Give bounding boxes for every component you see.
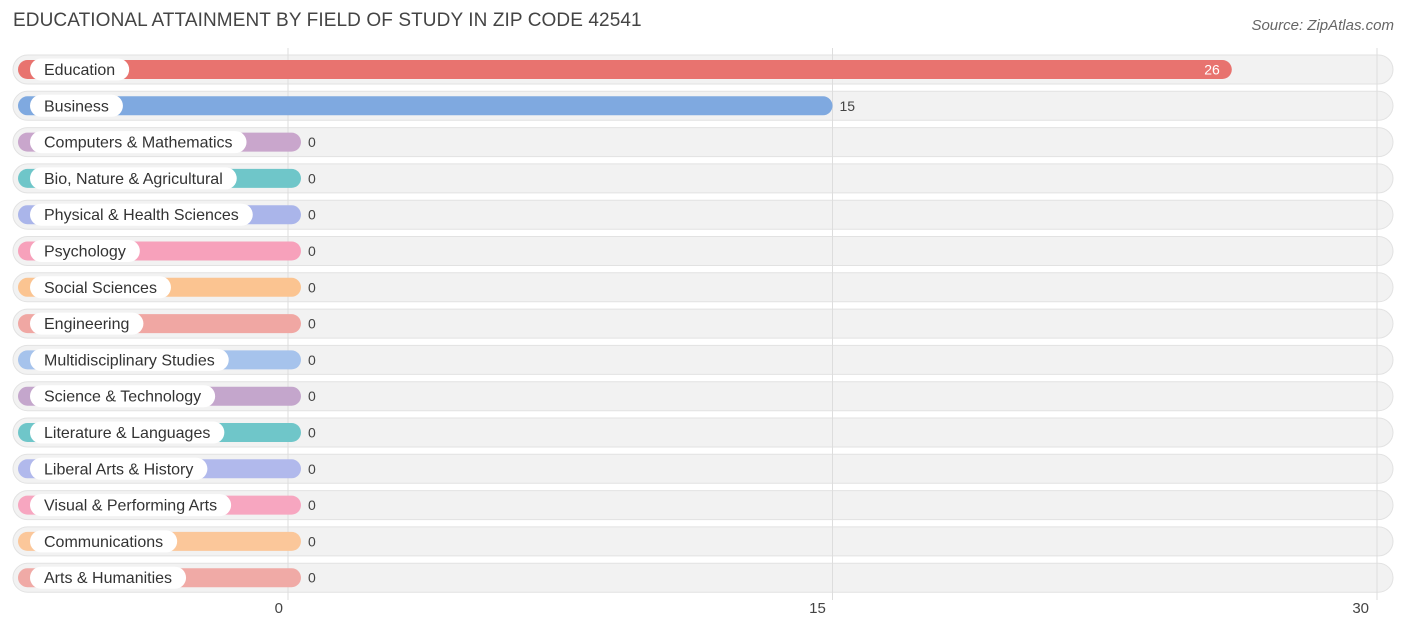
category-label: Business — [44, 98, 109, 115]
category-label-pill — [30, 385, 216, 408]
category-label-pill — [30, 494, 232, 517]
category-label-pill — [30, 276, 171, 299]
value-label: 0 — [308, 461, 316, 477]
chart-source: Source: ZipAtlas.com — [1251, 17, 1394, 34]
category-label-pill — [30, 566, 187, 589]
category-label: Visual & Performing Arts — [44, 498, 217, 515]
category-label-pill — [30, 131, 247, 154]
value-label: 0 — [308, 388, 316, 404]
row-background — [12, 490, 1394, 521]
value-label: 0 — [308, 134, 316, 150]
chart-title: EDUCATIONAL ATTAINMENT BY FIELD OF STUDY… — [13, 10, 642, 31]
category-label: Psychology — [44, 244, 126, 261]
row-background — [12, 308, 1394, 339]
category-label: Education — [44, 62, 115, 79]
value-label: 0 — [308, 425, 316, 441]
category-label: Computers & Mathematics — [44, 135, 233, 152]
row-background — [12, 453, 1394, 484]
category-label: Literature & Languages — [44, 425, 210, 442]
category-label: Arts & Humanities — [44, 570, 172, 587]
row-background — [12, 562, 1394, 593]
category-label-pill — [30, 348, 229, 371]
value-label: 26 — [1204, 62, 1220, 78]
row-background — [12, 381, 1394, 412]
bar — [18, 60, 1232, 79]
category-label-pill — [30, 203, 253, 226]
row-background — [12, 272, 1394, 303]
row-background — [12, 236, 1394, 266]
bar — [18, 96, 833, 116]
value-label: 0 — [308, 279, 316, 295]
value-label: 0 — [308, 533, 316, 549]
category-label-pill — [30, 94, 123, 117]
category-label: Social Sciences — [44, 280, 157, 297]
category-label-pill — [30, 167, 237, 190]
value-label: 0 — [308, 207, 316, 223]
category-label: Communications — [44, 534, 163, 551]
category-label-pill — [30, 530, 178, 553]
category-label-pill — [30, 457, 208, 480]
value-label: 0 — [308, 170, 316, 186]
category-label-pill — [30, 312, 144, 335]
row-background — [12, 417, 1394, 448]
value-label: 0 — [308, 570, 316, 586]
row-background — [12, 127, 1394, 158]
category-label: Liberal Arts & History — [44, 461, 193, 478]
x-tick-label: 15 — [809, 600, 826, 617]
category-label: Engineering — [44, 316, 129, 333]
value-label: 0 — [308, 316, 316, 332]
category-label-pill — [30, 421, 225, 444]
value-label: 0 — [308, 243, 316, 259]
row-background — [12, 344, 1394, 375]
category-label: Physical & Health Sciences — [44, 207, 239, 224]
category-label: Science & Technology — [44, 389, 201, 406]
x-tick-label: 0 — [275, 600, 283, 617]
category-label-pill — [30, 240, 140, 262]
row-background — [12, 199, 1394, 230]
x-tick-label: 30 — [1352, 600, 1369, 617]
value-label: 0 — [308, 497, 316, 513]
value-label: 15 — [840, 98, 856, 114]
row-background — [12, 163, 1394, 194]
category-label: Multidisciplinary Studies — [44, 352, 215, 369]
row-background — [12, 526, 1394, 557]
value-label: 0 — [308, 352, 316, 368]
category-label-pill — [30, 58, 130, 81]
category-label: Bio, Nature & Agricultural — [44, 171, 223, 188]
